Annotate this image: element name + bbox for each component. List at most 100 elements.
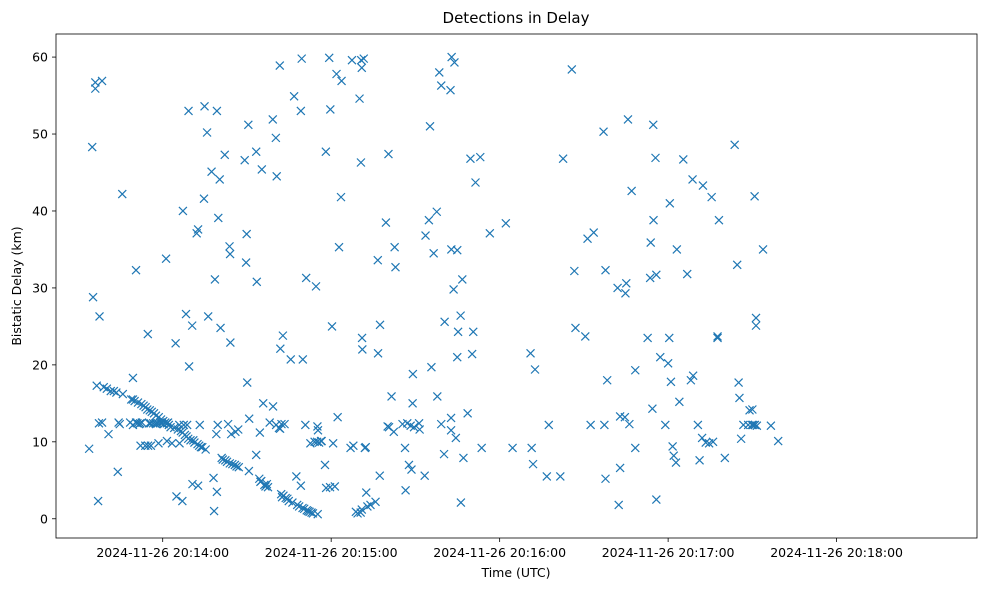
data-point [296, 106, 306, 116]
data-point [471, 178, 480, 187]
data-point [621, 288, 630, 298]
data-point [357, 63, 367, 73]
data-point [701, 438, 711, 448]
data-point [104, 429, 113, 439]
data-point [268, 114, 278, 124]
data-point [90, 84, 100, 94]
data-point [297, 54, 307, 64]
data-point [450, 58, 459, 67]
data-point [432, 391, 442, 401]
data-point [665, 198, 675, 208]
data-point [436, 419, 446, 429]
data-point [408, 398, 418, 408]
data-point [614, 500, 624, 510]
data-point [201, 445, 211, 454]
data-point [467, 349, 477, 359]
data-point [252, 277, 262, 287]
data-point [371, 497, 380, 507]
data-point [333, 412, 343, 422]
x-tick-label: 2024-11-26 20:17:00 [602, 545, 735, 560]
data-point [527, 443, 537, 453]
y-axis-label: Bistatic Delay (km) [9, 226, 24, 345]
data-point [251, 147, 261, 157]
data-point [528, 459, 538, 469]
data-point [211, 429, 221, 439]
data-point [143, 441, 153, 451]
data-point [177, 496, 187, 506]
data-point [313, 509, 323, 519]
y-tick-label: 40 [32, 203, 48, 218]
data-point [113, 467, 123, 477]
data-point [714, 215, 724, 225]
data-point [459, 453, 468, 463]
data-point [142, 405, 152, 414]
data-point [336, 192, 346, 202]
data-point [693, 420, 703, 430]
data-point [277, 419, 286, 429]
data-point [601, 265, 610, 275]
data-point [381, 218, 391, 227]
data-point [569, 266, 579, 276]
data-point [688, 175, 697, 184]
data-point [175, 438, 184, 448]
data-point [225, 338, 235, 347]
data-point [463, 408, 473, 418]
data-point [425, 121, 435, 131]
data-point [286, 355, 296, 364]
data-point [446, 413, 456, 423]
data-point [601, 474, 610, 484]
data-point [317, 436, 327, 446]
data-point [95, 311, 104, 321]
data-point [87, 142, 97, 152]
data-point [347, 55, 357, 65]
data-point [415, 425, 425, 434]
data-point [708, 437, 718, 447]
data-point [424, 215, 434, 225]
data-point [452, 352, 462, 362]
data-point [356, 55, 366, 65]
data-point [275, 344, 285, 354]
data-point [627, 186, 637, 196]
data-point [313, 425, 323, 435]
data-point [669, 451, 679, 461]
data-point [366, 500, 375, 510]
data-point [686, 375, 696, 385]
data-point [154, 438, 163, 448]
data-point [421, 231, 430, 241]
data-point [115, 419, 125, 429]
data-point [218, 455, 228, 464]
x-axis-label: Time (UTC) [480, 565, 550, 580]
data-point [195, 420, 205, 430]
data-point [222, 457, 232, 467]
data-point [278, 331, 288, 341]
data-point [200, 101, 209, 111]
data-point [391, 262, 400, 272]
data-point [299, 504, 309, 514]
data-point [475, 152, 485, 162]
y-tick-label: 60 [32, 50, 48, 65]
data-point [325, 104, 335, 114]
data-point [697, 433, 707, 443]
data-point [280, 419, 289, 429]
data-point [555, 472, 565, 481]
data-point [750, 420, 760, 430]
data-point [203, 311, 213, 321]
data-point [477, 443, 487, 453]
data-point [440, 317, 450, 327]
data-point [289, 91, 299, 101]
data-point [434, 68, 444, 77]
data-point [263, 482, 273, 492]
data-point [745, 405, 754, 415]
data-point [327, 321, 337, 331]
data-point [99, 382, 109, 392]
data-point [234, 462, 244, 472]
data-point [432, 207, 442, 217]
y-tick-label: 30 [32, 280, 48, 295]
data-point [384, 149, 393, 159]
data-point [186, 435, 195, 445]
data-point [227, 459, 237, 469]
data-markers [84, 52, 783, 519]
data-point [301, 273, 311, 283]
data-point [258, 398, 268, 408]
data-point [178, 206, 188, 216]
